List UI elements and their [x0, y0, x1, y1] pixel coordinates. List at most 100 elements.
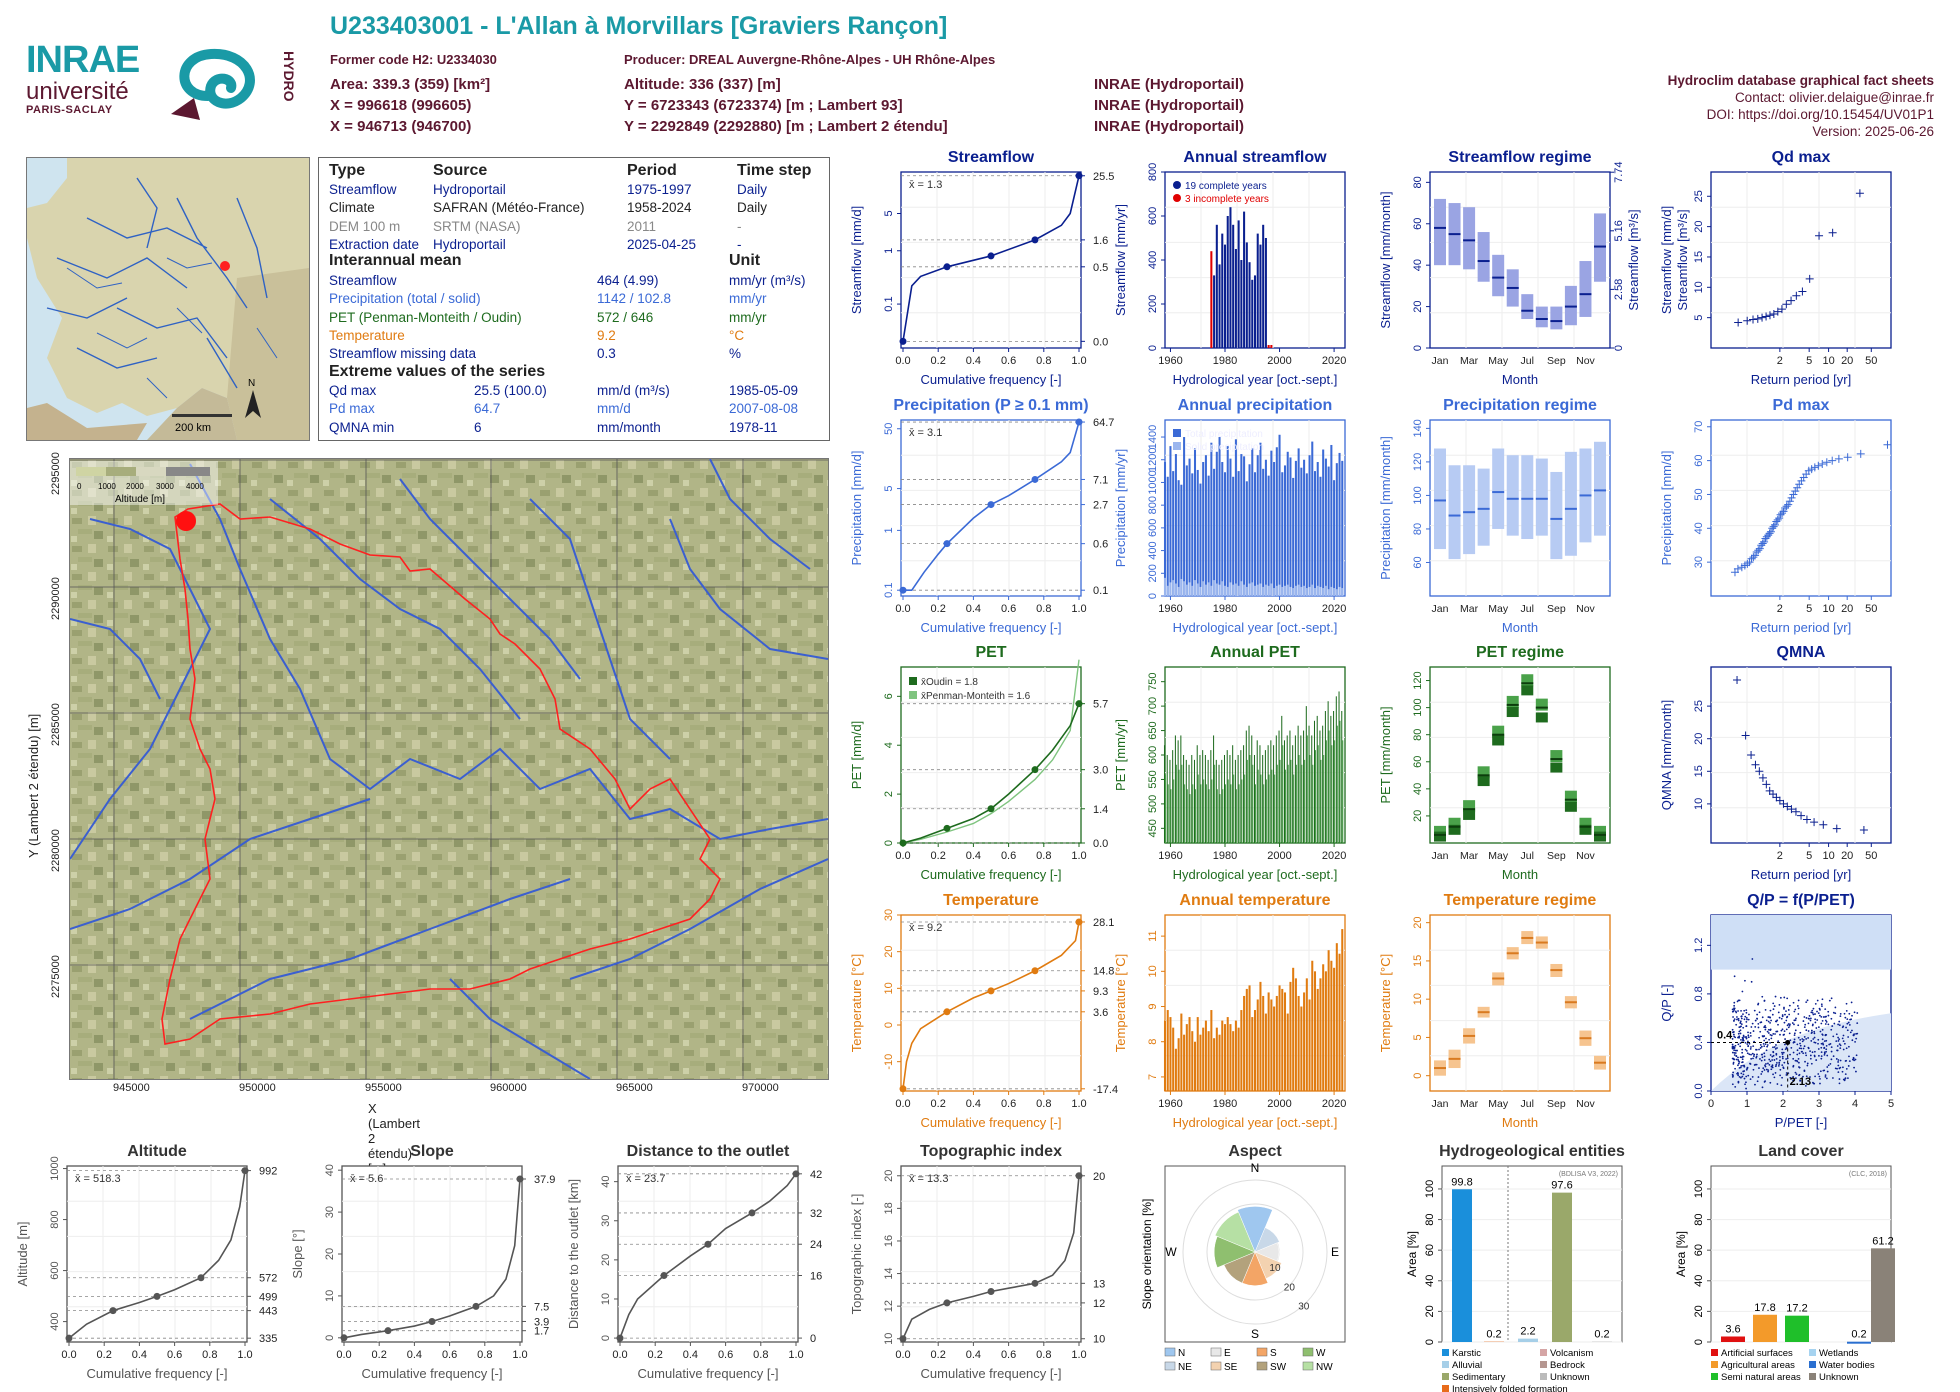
bar [1244, 775, 1245, 843]
data-point [1736, 1016, 1738, 1018]
data-point [1797, 1049, 1799, 1051]
data-point [1769, 1042, 1771, 1044]
data-point [1740, 1033, 1742, 1035]
bar [1164, 578, 1166, 596]
data-point [1825, 1040, 1827, 1042]
data-point [1735, 1045, 1737, 1047]
bar [1341, 588, 1343, 596]
data-point [1842, 1026, 1844, 1028]
x-tick-label: 1.0 [1071, 1098, 1086, 1110]
bar [1219, 585, 1221, 596]
x-tick-label: Sep [1547, 850, 1566, 862]
x-tick-label: 1.0 [788, 1349, 803, 1361]
data-point [1759, 1011, 1761, 1013]
unit-title: Unit [729, 252, 760, 270]
data-point [1837, 1065, 1839, 1067]
x-tick-label: 2 [1780, 1098, 1786, 1110]
bar [1224, 586, 1226, 596]
data-point [1769, 1082, 1771, 1084]
y-tick-label: 30 [324, 1206, 336, 1218]
data-point [1738, 999, 1740, 1001]
y-tick-label: 10 [324, 1290, 336, 1302]
data-point [1753, 1069, 1755, 1071]
data-point [1763, 1035, 1765, 1037]
bar [1311, 735, 1312, 843]
x-axis-label: Cumulative frequency [-] [921, 1115, 1062, 1130]
y-tick-label: 800 [1147, 163, 1159, 181]
data-point [1812, 1012, 1814, 1014]
bar [1219, 1035, 1221, 1091]
bar [1518, 1339, 1538, 1342]
y-tick-label: 10 [1412, 993, 1424, 1005]
data-point [1744, 1018, 1746, 1020]
y-axis-label: PET [mm/month] [1378, 706, 1393, 803]
y-tick-label: 11 [1147, 930, 1159, 941]
y-tick-label: 0 [324, 1335, 336, 1341]
month-box [1478, 776, 1490, 786]
x-tick-label: 0.4 [407, 1349, 422, 1361]
data-point [1734, 1018, 1736, 1020]
data-point [1732, 1031, 1734, 1033]
chart-title: Land cover [1758, 1143, 1843, 1160]
x-tick-label: 0.0 [895, 1349, 910, 1361]
data-point [1735, 1012, 1737, 1014]
x-tick-label: 0.8 [753, 1349, 768, 1361]
bar [1288, 765, 1289, 843]
x-tick-label: 1980 [1213, 355, 1237, 367]
altitude: Altitude: 336 (337) [m] [624, 76, 781, 93]
logo-univ-text: université [26, 80, 151, 104]
data-point [1795, 1018, 1797, 1020]
x-tick-label: 2000 [1267, 355, 1291, 367]
right-tick-label: 443 [259, 1306, 277, 1318]
data-point [1770, 1020, 1772, 1022]
bar [1309, 999, 1311, 1091]
data-point [1760, 1021, 1762, 1023]
bar [1197, 745, 1198, 843]
data-point [1825, 1048, 1827, 1050]
bar [1186, 585, 1188, 596]
bar-value-label: 0.2 [1594, 1329, 1609, 1341]
bar-value-label: 0.2 [1851, 1329, 1866, 1341]
data-point [1843, 1049, 1845, 1051]
bar [1295, 461, 1297, 596]
plot-frame [67, 1166, 247, 1342]
data-point [1831, 1051, 1833, 1053]
y-tick-label: 5 [883, 210, 895, 216]
data-point [1781, 1064, 1783, 1066]
bar [1342, 740, 1343, 843]
y-axis-label: Topographic index [-] [849, 1194, 864, 1315]
bar [1238, 471, 1240, 596]
bar [1200, 784, 1201, 843]
bar [1285, 770, 1286, 843]
data-point [1770, 1010, 1772, 1012]
y-tick-label: 0 [883, 840, 895, 846]
y-tick-label: 80 [1693, 1213, 1705, 1225]
data-point [1761, 996, 1763, 998]
data-point [1770, 1060, 1772, 1062]
y2-tick-label: 7.74 [1613, 161, 1625, 182]
data-point [1818, 1076, 1820, 1078]
x-axis-label: Return period [yr] [1751, 372, 1851, 387]
legend-entry: Sedimentary [1452, 1372, 1506, 1383]
annual-precip-chart: Annual precipitation02004006008001000120… [1105, 390, 1395, 646]
bar [1273, 745, 1274, 843]
x-tick-label: 0.4 [966, 1098, 981, 1110]
compass-label: N [1251, 1161, 1260, 1175]
plot-frame [1711, 1166, 1891, 1342]
y-tick-label: 120 [1412, 671, 1424, 689]
bar [1339, 954, 1341, 1091]
y-tick-label: 70 [1693, 421, 1705, 433]
data-point [1815, 1027, 1817, 1029]
bar [1331, 745, 1332, 843]
quantile-point [900, 840, 907, 847]
data-point [1842, 1037, 1844, 1039]
month-box [1434, 448, 1446, 549]
data-point [1835, 1068, 1837, 1070]
y-tick-label: 800 [49, 1210, 61, 1228]
source-2: INRAE (Hydroportail) [1094, 97, 1244, 114]
chart-title: Precipitation (P ≥ 0.1 mm) [893, 397, 1088, 414]
row-source: SAFRAN (Météo-France) [433, 199, 627, 217]
bar [1292, 478, 1294, 596]
data-point [1784, 1022, 1786, 1024]
